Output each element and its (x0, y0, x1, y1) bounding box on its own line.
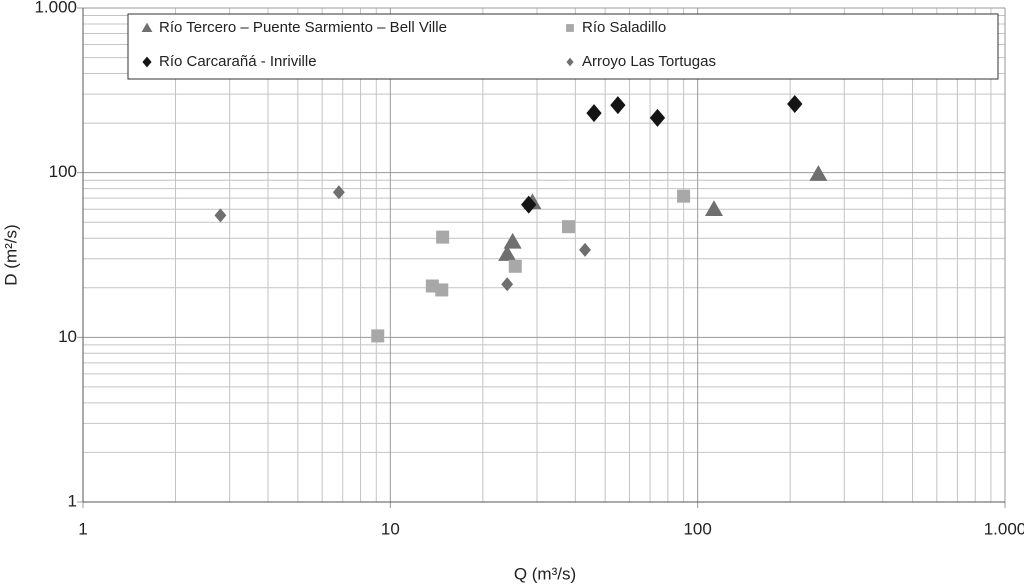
y-tick-label: 100 (49, 162, 77, 181)
triangle-marker (503, 232, 522, 249)
square-marker (677, 189, 691, 203)
x-axis-label: Q (m³/s) (514, 564, 576, 583)
diamond-marker (566, 57, 574, 67)
triangle-marker (498, 245, 517, 261)
legend-label: Río Tercero – Puente Sarmiento – Bell Vi… (159, 19, 447, 36)
diamond-marker (649, 108, 666, 127)
diamond-marker (521, 195, 537, 214)
triangle-marker (704, 200, 723, 216)
square-marker (436, 230, 450, 244)
triangle-marker (809, 165, 828, 181)
y-tick-label: 1 (68, 491, 77, 510)
square-marker (371, 329, 385, 343)
diamond-marker (501, 277, 514, 292)
x-tick-label: 1 (78, 519, 87, 538)
legend-label: Río Carcarañá - Inriville (159, 53, 317, 70)
y-axis-label: D (m²/s) (1, 224, 20, 285)
legend: Río Tercero – Puente Sarmiento – Bell Vi… (127, 13, 999, 80)
x-tick-label: 10 (381, 519, 400, 538)
diamond-marker (214, 208, 227, 223)
square-marker (562, 220, 576, 234)
diamond-marker (787, 95, 803, 114)
square-marker (435, 283, 449, 297)
triangle-marker (141, 22, 153, 33)
square-marker (508, 259, 522, 273)
legend-label: Arroyo Las Tortugas (582, 53, 716, 70)
legend-label: Río Saladillo (582, 19, 666, 36)
x-tick-label: 1.000 (984, 519, 1024, 538)
x-tick-label: 100 (683, 519, 711, 538)
diamond-marker (610, 96, 626, 115)
diamond-marker (142, 56, 152, 68)
square-marker (566, 24, 574, 32)
y-tick-label: 10 (58, 327, 77, 346)
y-tick-label: 1.000 (34, 0, 77, 16)
diamond-marker (579, 242, 591, 257)
diamond-marker (332, 185, 345, 200)
diamond-marker (586, 104, 602, 123)
legend-box (127, 13, 999, 80)
